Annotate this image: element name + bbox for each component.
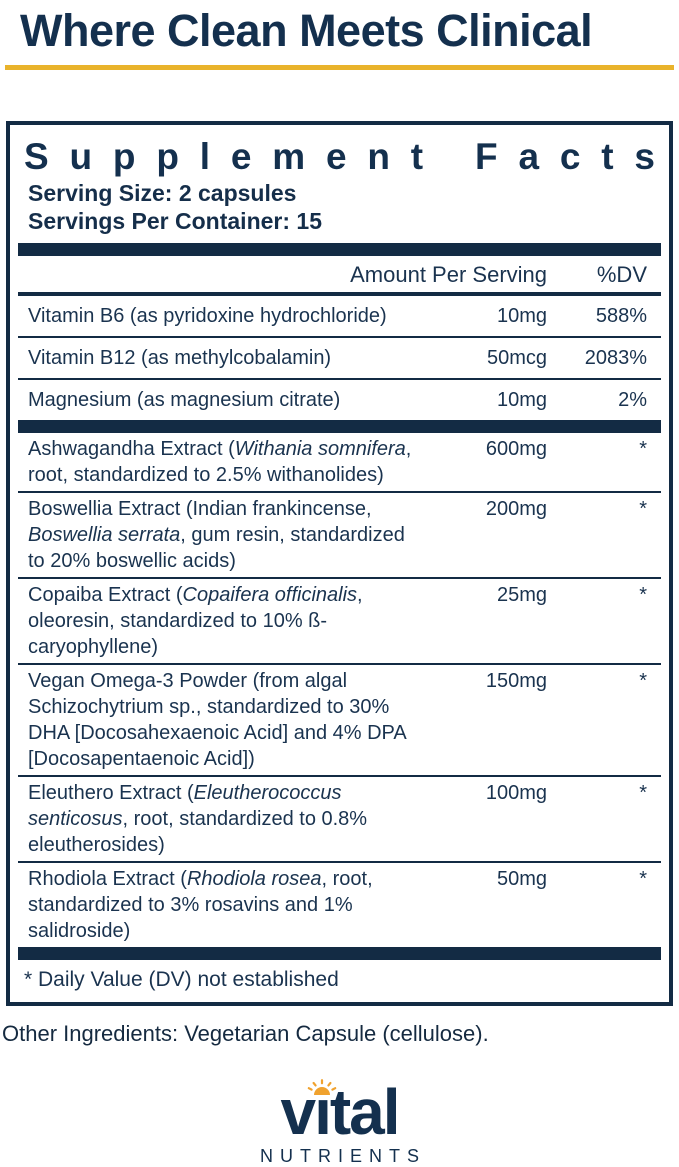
ingredient-dv: * — [639, 669, 647, 692]
ingredient-name: Copaiba Extract (Copaifera officinalis, … — [28, 583, 363, 658]
ingredient-name: Ashwagandha Extract (Withania somnifera,… — [28, 437, 412, 486]
column-header-dv: %DV — [596, 261, 647, 287]
ingredient-name: Eleuthero Extract (Eleutherococcus senti… — [28, 781, 368, 856]
ingredient-amount: 10mg — [496, 388, 547, 411]
ingredient-row: Boswellia Extract (Indian frankincense, … — [18, 493, 661, 577]
row-divider — [18, 576, 661, 579]
ingredient-name: Rhodiola Extract (Rhodiola rosea, root, … — [28, 867, 373, 942]
brand-letters-tal: tal — [329, 1075, 401, 1148]
ingredient-amount: 50mg — [496, 867, 547, 890]
thick-divider-bar — [18, 946, 661, 960]
row-divider — [18, 490, 661, 493]
ingredient-amount: 150mg — [485, 669, 547, 692]
ingredient-row: Eleuthero Extract (Eleutherococcus senti… — [18, 777, 661, 861]
ingredient-name: Vitamin B12 (as methylcobalamin) — [28, 346, 332, 369]
ingredient-row: Magnesium (as magnesium citrate) 10mg 2% — [18, 380, 661, 420]
ingredient-amount: 25mg — [496, 583, 547, 606]
ingredient-name: Magnesium (as magnesium citrate) — [28, 388, 341, 411]
header-underline — [18, 291, 661, 296]
serving-size: Serving Size: 2 capsules — [28, 179, 297, 206]
ingredient-row: Vitamin B6 (as pyridoxine hydrochloride)… — [18, 296, 661, 336]
ingredient-row: Ashwagandha Extract (Withania somnifera,… — [18, 433, 661, 491]
column-header-amount: Amount Per Serving — [350, 261, 547, 287]
other-ingredients: Other Ingredients: Vegetarian Capsule (c… — [2, 1020, 489, 1046]
ingredient-row: Vegan Omega-3 Powder (from algal Schizoc… — [18, 665, 661, 775]
ingredient-dv: 2083% — [584, 346, 647, 369]
table-header-row: Amount Per Serving %DV — [18, 256, 661, 292]
thick-divider-bar — [18, 419, 661, 433]
brand-wordmark: v ıtal — [280, 1078, 401, 1144]
ingredient-row: Rhodiola Extract (Rhodiola rosea, root, … — [18, 863, 661, 947]
ingredient-amount: 50mcg — [486, 346, 547, 369]
dv-footnote: * Daily Value (DV) not established — [24, 967, 339, 991]
ingredient-dv: * — [639, 497, 647, 520]
brand-letter-i: ı — [307, 1078, 337, 1144]
sun-icon — [307, 1078, 337, 1095]
row-divider — [18, 860, 661, 863]
ingredient-row: Copaiba Extract (Copaifera officinalis, … — [18, 579, 661, 663]
ingredient-rows: Vitamin B6 (as pyridoxine hydrochloride)… — [18, 296, 661, 947]
ingredient-amount: 10mg — [496, 304, 547, 327]
row-divider — [18, 377, 661, 380]
ingredient-dv: * — [639, 437, 647, 460]
ingredient-amount: 200mg — [485, 497, 547, 520]
ingredient-amount: 100mg — [485, 781, 547, 804]
brand-subtext: NUTRIENTS — [260, 1145, 426, 1166]
ingredient-name: Boswellia Extract (Indian frankincense, … — [28, 497, 405, 572]
ingredient-row: Vitamin B12 (as methylcobalamin) 50mcg 208… — [18, 338, 661, 378]
ingredient-dv: * — [639, 867, 647, 890]
row-divider — [18, 774, 661, 777]
ingredient-dv: * — [639, 781, 647, 804]
ingredient-name: Vitamin B6 (as pyridoxine hydrochloride) — [28, 304, 387, 327]
thick-divider-bar — [18, 242, 661, 256]
brand-logo: v ıtal NUTRIENTS — [0, 1078, 679, 1167]
ingredient-dv: * — [639, 583, 647, 606]
gold-divider — [5, 64, 674, 70]
ingredient-name: Vegan Omega-3 Powder (from algal Schizoc… — [28, 669, 406, 770]
ingredient-dv: 588% — [595, 304, 647, 327]
servings-per-container: Servings Per Container: 15 — [28, 207, 322, 234]
serving-info: Serving Size: 2 capsules Servings Per Co… — [18, 179, 661, 235]
row-divider — [18, 662, 661, 665]
ingredient-dv: 2% — [618, 388, 647, 411]
page-title: Where Clean Meets Clinical — [20, 5, 593, 56]
row-divider — [18, 335, 661, 338]
ingredient-amount: 600mg — [485, 437, 547, 460]
